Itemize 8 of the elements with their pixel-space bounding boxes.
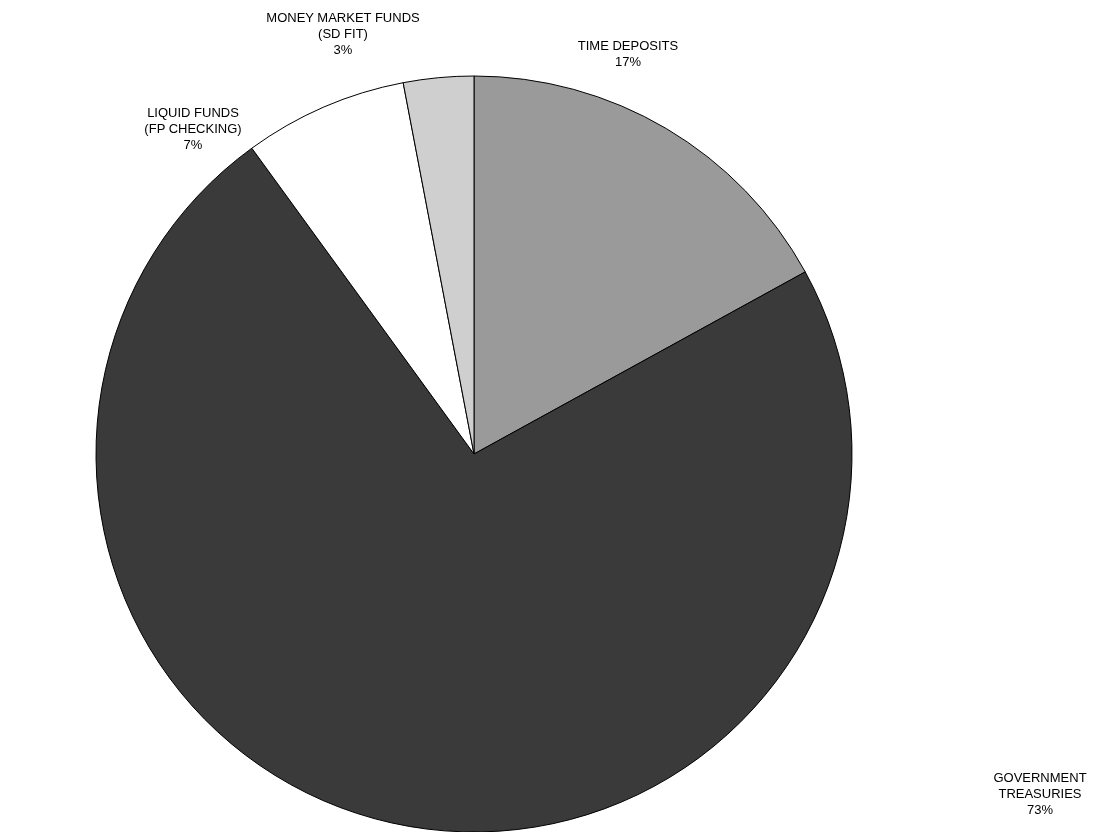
data-label: 73% [1026, 802, 1054, 817]
data-label: 17% [614, 54, 642, 69]
data-label: 3% [333, 42, 353, 57]
slice-label: TIME DEPOSITS [577, 38, 679, 53]
slice-label: GOVERNMENT TREASURIES [993, 770, 1087, 801]
slice-label: LIQUID FUNDS (FP CHECKING) [144, 105, 242, 136]
slice-label: MONEY MARKET FUNDS (SD FIT) [266, 10, 421, 41]
data-label: 7% [183, 137, 203, 152]
